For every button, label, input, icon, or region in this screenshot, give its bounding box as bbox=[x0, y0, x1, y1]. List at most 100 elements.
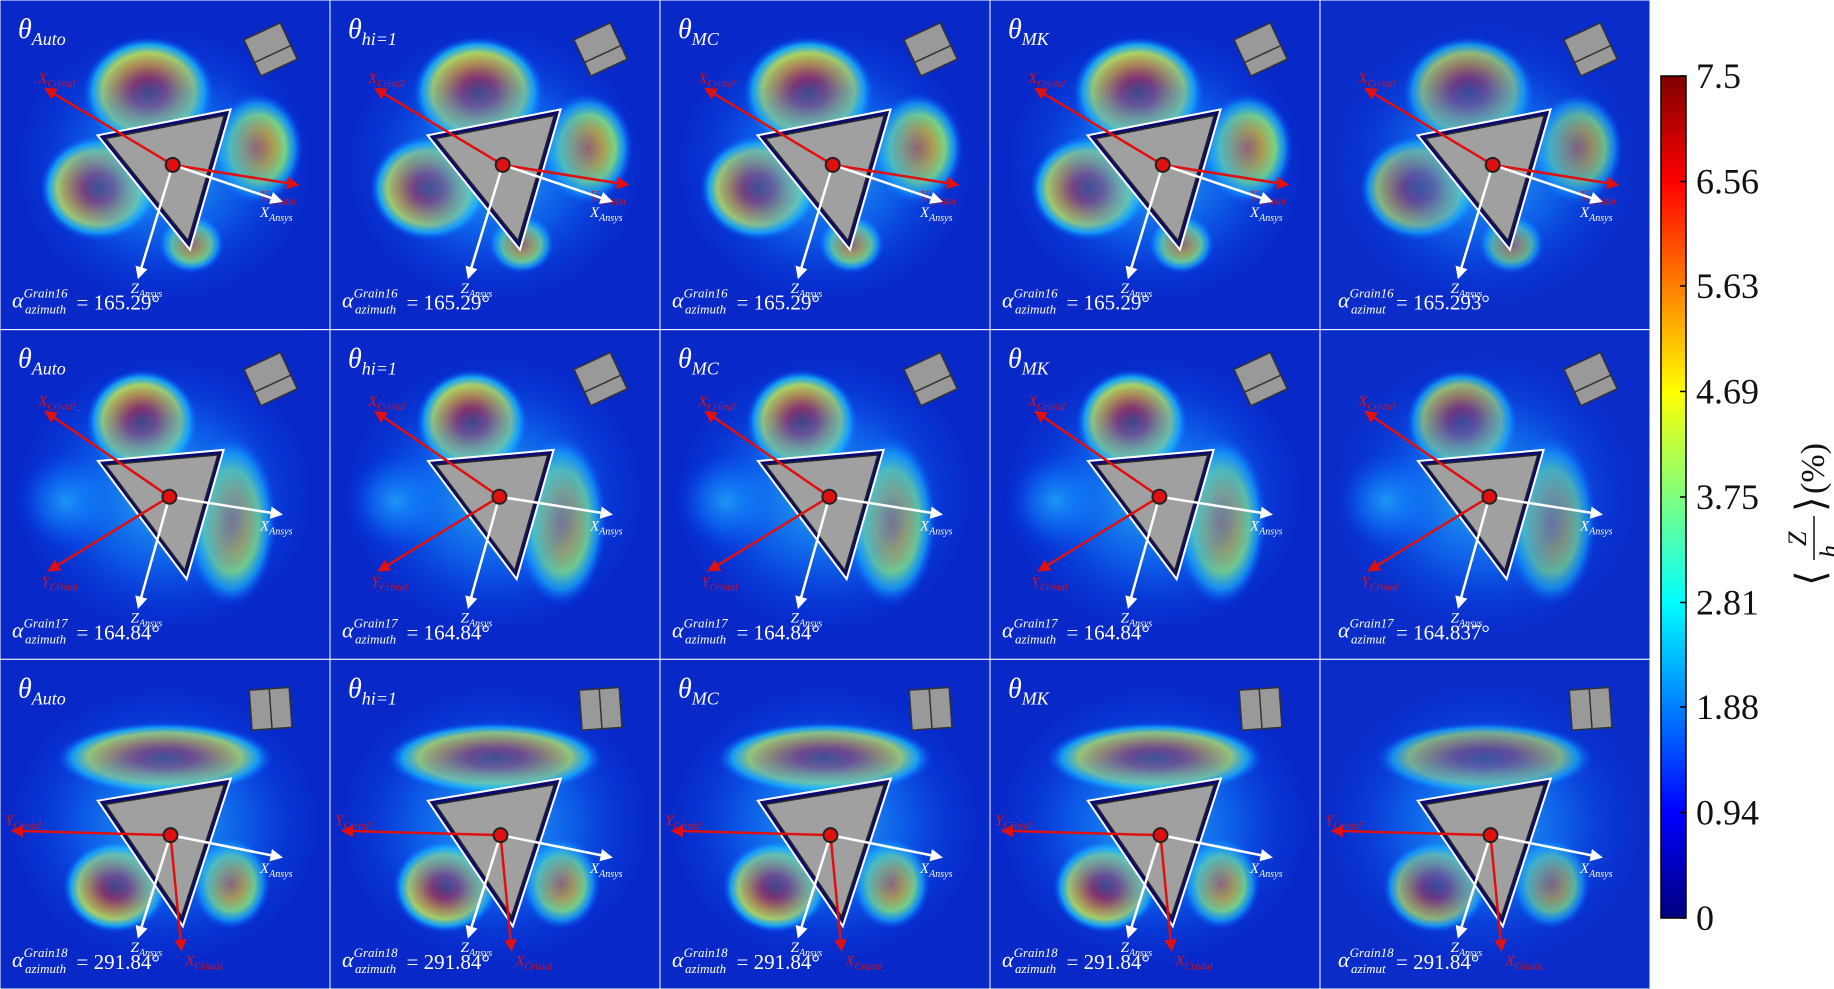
axis-label: YCristal bbox=[42, 574, 78, 593]
axis-arrow bbox=[829, 835, 847, 952]
theta-symbol: θ bbox=[1008, 344, 1022, 375]
crystal-edge bbox=[1588, 688, 1593, 729]
crystal-face bbox=[1233, 21, 1289, 78]
azimuth-subscript: azimuth bbox=[355, 302, 396, 317]
axis-letter: Z bbox=[461, 611, 470, 627]
axis-label: XCristal bbox=[697, 394, 735, 413]
indenter-center bbox=[821, 488, 838, 505]
azimuth-subscript: azimuth bbox=[1015, 961, 1056, 976]
crystal-icon bbox=[903, 21, 959, 78]
azimuth-subscript: azimuth bbox=[1015, 302, 1056, 317]
grain-superscript: Grain16 bbox=[684, 286, 729, 301]
axis-label: YCristal bbox=[5, 813, 41, 832]
axis-subscript: Ansys bbox=[268, 213, 292, 224]
colorbar-tick-label: 3.75 bbox=[1696, 477, 1759, 517]
panel: XCristalYCristalXAnsysZAnsysθAutoαGrain1… bbox=[0, 329, 331, 660]
panel: YCristalXCristalXAnsysZAnsysθMCαGrain18a… bbox=[659, 658, 991, 989]
axis-label: YCristal bbox=[372, 574, 408, 593]
theta-subscript: MC bbox=[691, 688, 720, 708]
axis-subscript: Ansys bbox=[1258, 213, 1282, 224]
alpha-symbol: α bbox=[342, 617, 354, 642]
grain-superscript: Grain17 bbox=[1350, 615, 1395, 630]
panel-title: θMK bbox=[1008, 14, 1050, 49]
axis-subscript: Ansys bbox=[1128, 619, 1152, 630]
grain-superscript: Grain16 bbox=[1350, 286, 1395, 301]
axis-letter: Z bbox=[791, 281, 800, 297]
crystal-face bbox=[573, 351, 629, 407]
axis-label: XAnsys bbox=[589, 518, 623, 537]
axis-label: ZAnsys bbox=[791, 611, 823, 630]
azimuth-subscript: azimuth bbox=[25, 961, 66, 976]
axis-arrow bbox=[1125, 834, 1162, 939]
indenter-center bbox=[491, 488, 508, 505]
axis-label: ZAnsys bbox=[131, 281, 163, 300]
axis-label: XCristal bbox=[367, 71, 405, 90]
axis-label: XCristal bbox=[1505, 953, 1543, 972]
axis-subscript: Ansys bbox=[468, 619, 492, 630]
indenter-edge bbox=[1425, 784, 1545, 805]
axis-letter: X bbox=[589, 205, 600, 221]
axis-letter: Y bbox=[335, 813, 345, 829]
theta-subscript: MK bbox=[1021, 359, 1050, 379]
grain-superscript: Grain18 bbox=[354, 945, 399, 960]
indenter-center bbox=[1482, 827, 1499, 844]
axis-label: XAnsys bbox=[919, 861, 953, 880]
axis-letter: X bbox=[919, 861, 930, 877]
label-bracket: ⟨ bbox=[1788, 570, 1833, 586]
axis-subscript: Ansys bbox=[138, 289, 162, 300]
axis-arrow bbox=[499, 835, 517, 952]
indenter-edge bbox=[435, 114, 555, 139]
azimuth-label: αGrain17 bbox=[342, 615, 398, 642]
crystal-icon bbox=[573, 21, 629, 78]
azimuth-subscript: azimut bbox=[1351, 961, 1386, 976]
axis-label: ZAnsys bbox=[1451, 940, 1483, 959]
azimuth-subscript: azimuth bbox=[25, 302, 66, 317]
theta-subscript: Auto bbox=[31, 688, 66, 708]
panel: XCristalYCristalXAnsysZAnsysθAutoαGrain1… bbox=[0, 0, 331, 331]
axis-letter: X bbox=[589, 518, 600, 534]
axis-label: ZAnsys bbox=[1121, 940, 1153, 959]
colorbar-label: ⟨ Zhmax ⟩ (%) bbox=[1783, 443, 1834, 586]
azimuth-subscript: azimuth bbox=[685, 961, 726, 976]
alpha-symbol: α bbox=[1002, 617, 1014, 642]
indenter-edge bbox=[1095, 114, 1215, 139]
axis-arrow bbox=[465, 164, 504, 280]
axis-subscript: Ansys bbox=[1458, 619, 1482, 630]
crystal-edge bbox=[1574, 44, 1612, 64]
axis-subscript: Ansys bbox=[598, 526, 622, 537]
axis-label: XCristal bbox=[697, 71, 735, 90]
axis-label: XCristal bbox=[367, 394, 405, 413]
axis-label: YCristal bbox=[335, 813, 371, 832]
axis-arrow bbox=[1492, 163, 1620, 190]
theta-subscript: hi=1 bbox=[362, 688, 397, 708]
azimuth-label: αGrain16 bbox=[672, 286, 728, 313]
axis-letter: X bbox=[259, 861, 270, 877]
axis-label: XAnsys bbox=[1249, 518, 1283, 537]
axis-arrow bbox=[1492, 163, 1603, 204]
axis-arrow bbox=[377, 495, 501, 572]
crystal-icon bbox=[1233, 21, 1289, 78]
axis-subscript: Cristal bbox=[1515, 961, 1543, 972]
axis-letter: X bbox=[367, 394, 378, 410]
indenter-edge bbox=[435, 454, 548, 466]
crystal-edge bbox=[254, 44, 292, 64]
axis-arrow bbox=[1034, 87, 1164, 166]
crystal-icon bbox=[1568, 686, 1613, 731]
azimuth-value: = 164.84° bbox=[407, 620, 490, 644]
grain-superscript: Grain18 bbox=[1350, 945, 1395, 960]
axis-letter: Y bbox=[1325, 813, 1335, 829]
azimuth-label: αGrain16 bbox=[1338, 286, 1394, 313]
axis-arrow bbox=[829, 495, 943, 519]
axis-label: XAnsys bbox=[919, 518, 953, 537]
axis-letter: Z bbox=[1121, 611, 1130, 627]
axis-letter: X bbox=[845, 953, 856, 969]
axis-subscript: Cristal bbox=[50, 582, 78, 593]
azimuth-value: = 291.84° bbox=[1067, 950, 1150, 974]
axis-letter: X bbox=[185, 953, 196, 969]
colorbar-tick-label: 5.63 bbox=[1696, 266, 1759, 306]
axis-label: YCristal bbox=[665, 813, 701, 832]
indenter-edge bbox=[105, 454, 218, 466]
axis-label: XAnsys bbox=[1579, 518, 1613, 537]
axis-arrow bbox=[795, 496, 831, 609]
